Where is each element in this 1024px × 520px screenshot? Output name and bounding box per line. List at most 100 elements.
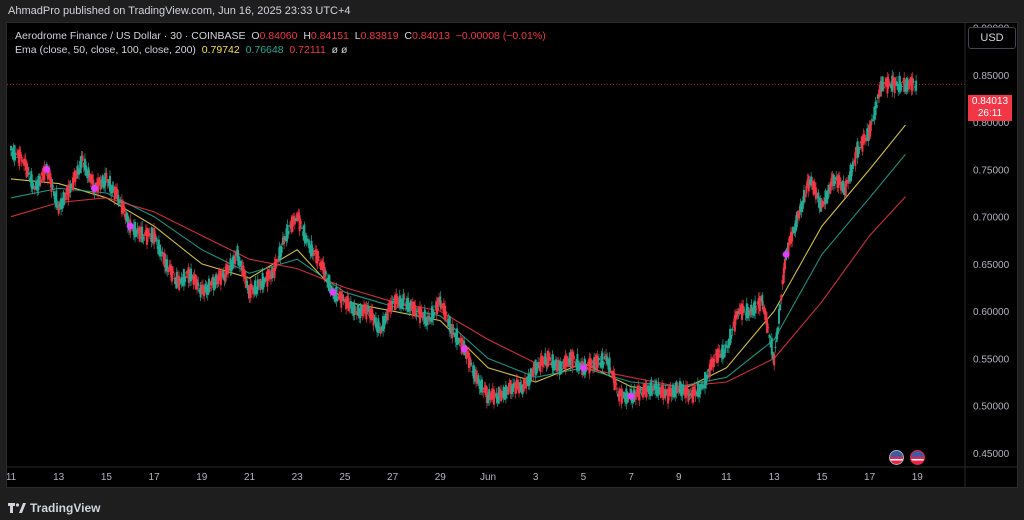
candle-body [385,313,388,317]
candle-body [26,167,29,172]
candle-body [318,263,321,266]
candle-body [438,297,441,304]
candle-body [875,104,878,109]
candle-body [911,77,914,92]
price-chart[interactable]: 0.900000.850000.800000.750000.700000.650… [7,23,1017,487]
candle-body [550,363,553,365]
candle-body [657,383,660,395]
candle-body [523,379,526,385]
candle-body [372,314,375,326]
candle-body [647,385,650,394]
candle-body [337,294,340,300]
candle-body [284,236,287,241]
candle-body [907,83,910,90]
candle-body [718,350,721,353]
visibility-icons[interactable]: ø ø [331,44,348,56]
candle-body [134,222,137,238]
candle-body [488,389,491,401]
candle-body [843,187,846,195]
candle-body [377,318,380,333]
candle-body [370,307,373,321]
footer: TradingView [0,496,1024,520]
candle-body [528,377,531,385]
candle-body [112,186,115,191]
us-flag-icon[interactable] [910,450,925,465]
candle-body [227,265,230,275]
candle-body [180,277,183,284]
ema100-value: 0.76648 [245,44,284,56]
candle-body [349,300,352,309]
candle-body [714,353,717,356]
crossover-marker [126,222,134,230]
candle-body [290,220,293,230]
candle-body [428,316,431,319]
candle-body [571,352,574,368]
candle-body [878,89,881,98]
ema-label[interactable]: Ema (close, 50, close, 100, close, 200) [15,44,196,56]
candle-body [471,371,474,373]
candle-body [667,389,670,404]
candle-body [775,332,778,343]
candle-body [518,382,521,394]
crossover-marker [579,364,587,372]
event-flags[interactable] [889,450,925,465]
candle-body [91,175,94,184]
symbol-title[interactable]: Aerodrome Finance / US Dollar · 30 · COI… [15,30,246,42]
tradingview-logo[interactable]: TradingView [8,496,100,520]
candle-body [720,348,723,358]
candle-body [261,272,264,290]
candle-body [538,362,541,366]
candle-body [343,300,346,303]
candle-body [401,300,404,309]
candle-body [120,199,123,214]
candle-body [262,281,265,288]
us-flag-icon[interactable] [889,450,904,465]
x-tick-label: 7 [628,472,634,483]
candle-body [831,174,834,185]
candle-body [274,259,277,269]
candle-body [217,273,220,285]
candle-body [862,133,865,144]
candle-body [783,258,786,270]
candle-body [820,200,823,208]
candle-body [439,296,442,307]
candle-body [287,232,290,234]
candle-body [791,231,794,242]
candle-body [847,180,850,184]
candle-body [466,351,469,357]
candle-body [695,391,698,394]
candle-body [304,235,307,244]
candle-body [508,382,511,388]
candle-body [872,120,875,122]
candle-body [880,80,883,92]
high-label: H [303,30,311,42]
ema-line-3 [10,196,906,388]
candle-body [62,191,65,206]
candle-body [114,186,117,196]
candle-body [54,194,57,203]
candle-body [874,101,877,116]
currency-button[interactable]: USD [968,27,1016,49]
candle-body [519,381,522,388]
candle-body [237,255,240,266]
candle-body [403,298,406,300]
candle-body [39,179,42,184]
candle-body [621,393,624,398]
candle-body [506,387,509,394]
candle-body [98,177,101,185]
candle-body [799,203,802,213]
candle-body [368,309,371,319]
candle-body [190,268,193,282]
candle-body [172,271,175,274]
candle-body [351,308,354,314]
candle-body [487,394,489,404]
candle-body [160,254,163,256]
candle-body [738,308,741,315]
candle-body [384,313,387,324]
candle-body [205,286,208,295]
candle-body [751,310,754,316]
chart-area[interactable]: 0.900000.850000.800000.750000.700000.650… [6,22,1018,488]
candle-body [557,360,560,371]
candle-body [315,249,318,264]
candle-body [547,352,550,361]
